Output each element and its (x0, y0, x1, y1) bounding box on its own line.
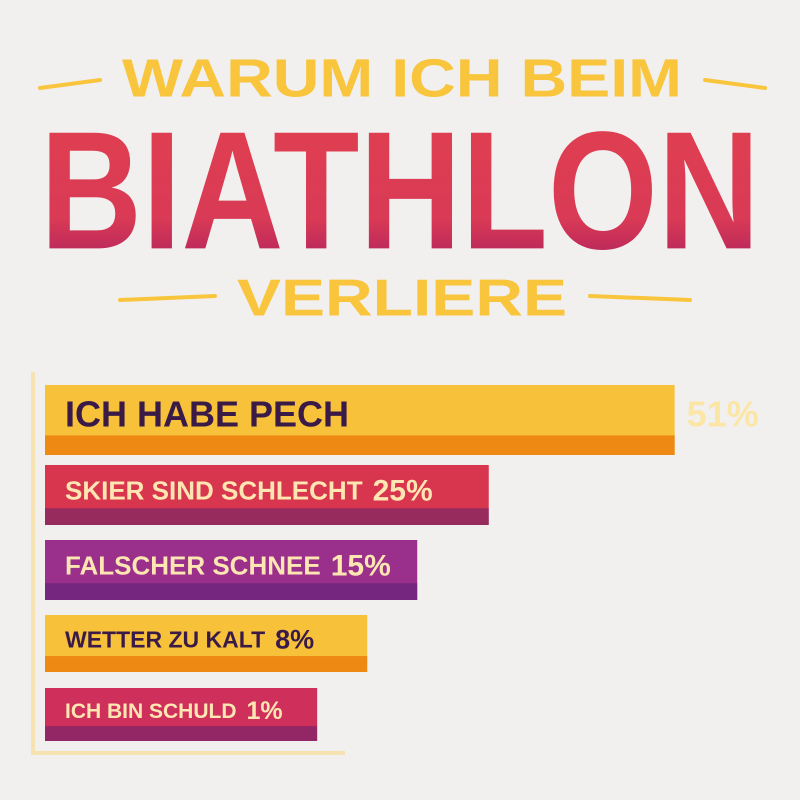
category-label: FALSCHER SCHNEE (65, 550, 321, 580)
bar-shade (45, 726, 318, 741)
decor-dashes (38, 78, 767, 302)
category-label: WETTER ZU KALT (65, 626, 265, 652)
bar-shade (45, 656, 368, 672)
chart-title: WARUM ICH BEIM (122, 48, 682, 108)
value-label: 51% (687, 394, 759, 435)
bar (45, 540, 418, 600)
bar-shade (45, 583, 418, 600)
category-label: SKIER SIND SCHLECHT (65, 475, 363, 505)
bar (45, 465, 489, 525)
value-label: 8% (275, 624, 314, 654)
axis (31, 372, 345, 755)
value-label: 25% (373, 475, 433, 508)
bar-shade (45, 508, 489, 525)
bar-shade (45, 435, 675, 455)
category-label: ICH HABE PECH (65, 394, 349, 435)
chart-caption: VERLIERE (237, 270, 567, 328)
bar (45, 688, 318, 741)
value-label: 1% (247, 697, 283, 725)
value-label: 15% (331, 550, 391, 583)
category-label: ICH BIN SCHULD (65, 700, 237, 723)
chart-subtitle: BIATHLON (40, 96, 760, 284)
